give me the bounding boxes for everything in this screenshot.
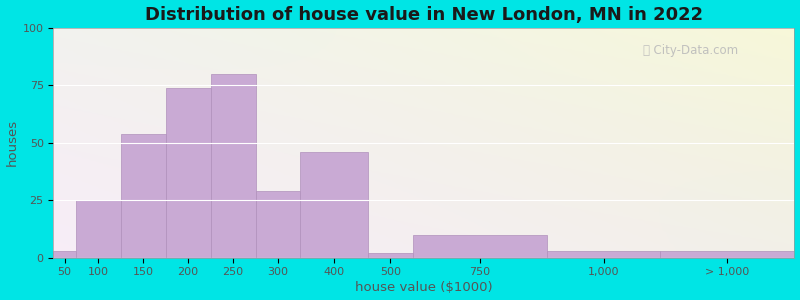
- Bar: [660, 251, 794, 258]
- Text: City-Data.com: City-Data.com: [646, 44, 738, 57]
- Bar: [54, 251, 76, 258]
- Bar: [210, 74, 255, 258]
- X-axis label: house value ($1000): house value ($1000): [355, 281, 493, 294]
- Title: Distribution of house value in New London, MN in 2022: Distribution of house value in New Londo…: [145, 6, 703, 24]
- Bar: [166, 88, 210, 258]
- Text: ⓒ: ⓒ: [642, 44, 650, 57]
- Bar: [413, 235, 547, 258]
- Bar: [255, 191, 301, 258]
- Bar: [121, 134, 166, 258]
- Bar: [301, 152, 368, 258]
- Bar: [368, 253, 413, 258]
- Y-axis label: houses: houses: [6, 119, 18, 166]
- Bar: [76, 200, 121, 258]
- Bar: [547, 251, 660, 258]
